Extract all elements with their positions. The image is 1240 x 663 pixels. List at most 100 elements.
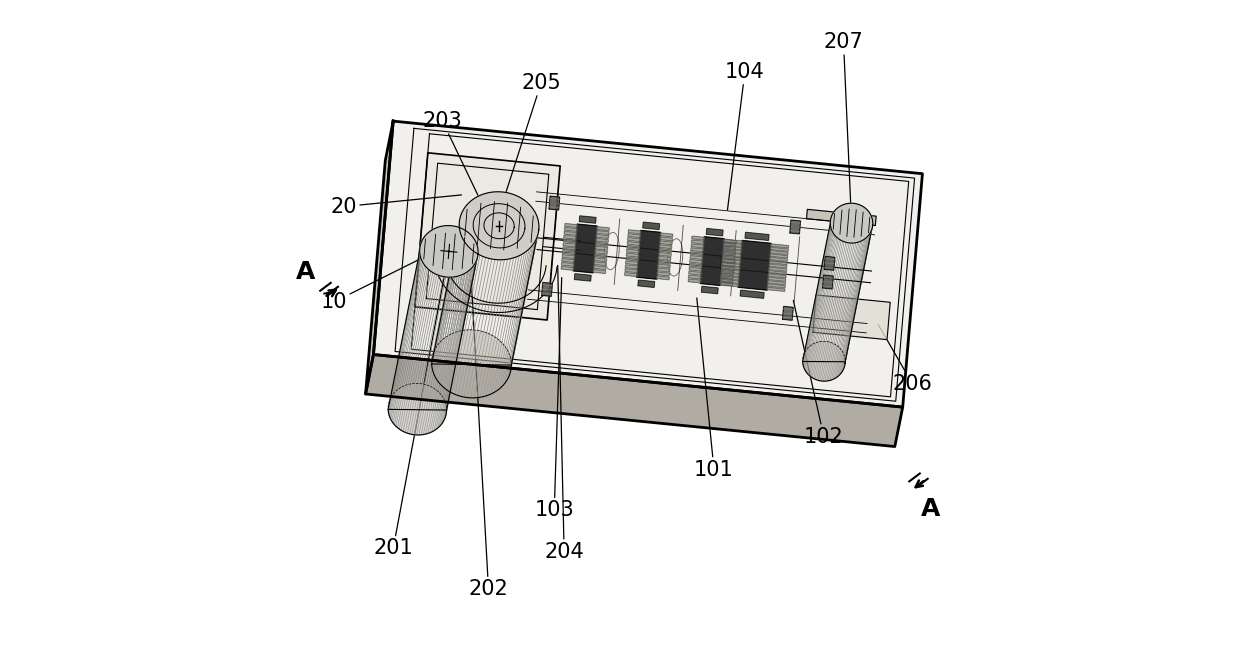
Polygon shape (723, 247, 735, 251)
Polygon shape (720, 274, 733, 278)
Polygon shape (770, 254, 787, 258)
Text: 101: 101 (694, 298, 734, 479)
Polygon shape (660, 237, 672, 241)
Polygon shape (831, 204, 873, 243)
Polygon shape (388, 383, 446, 435)
Polygon shape (724, 246, 742, 250)
Polygon shape (722, 263, 734, 267)
Polygon shape (660, 241, 672, 245)
Text: 102: 102 (794, 300, 843, 447)
Polygon shape (596, 231, 609, 235)
Polygon shape (771, 244, 789, 248)
Polygon shape (627, 237, 640, 241)
Polygon shape (769, 267, 786, 271)
Polygon shape (768, 277, 786, 281)
Polygon shape (768, 284, 785, 288)
Text: 207: 207 (823, 32, 863, 217)
Polygon shape (770, 251, 787, 255)
Polygon shape (595, 242, 608, 246)
Polygon shape (627, 234, 640, 237)
Polygon shape (658, 257, 671, 261)
Polygon shape (825, 257, 835, 271)
Text: 103: 103 (534, 278, 574, 520)
Polygon shape (707, 229, 723, 236)
Polygon shape (636, 231, 661, 279)
Polygon shape (802, 341, 846, 381)
Polygon shape (564, 235, 577, 239)
Polygon shape (596, 227, 609, 231)
Polygon shape (661, 233, 673, 237)
Polygon shape (740, 290, 764, 298)
Polygon shape (723, 249, 742, 253)
Polygon shape (745, 233, 769, 240)
Polygon shape (691, 252, 703, 256)
Polygon shape (723, 253, 740, 257)
Polygon shape (782, 306, 794, 320)
Polygon shape (738, 241, 771, 290)
Polygon shape (692, 240, 704, 244)
Polygon shape (627, 241, 640, 245)
Polygon shape (542, 282, 552, 296)
Polygon shape (720, 279, 739, 283)
Polygon shape (639, 280, 655, 287)
Polygon shape (770, 247, 789, 251)
Polygon shape (806, 210, 877, 225)
Polygon shape (702, 286, 718, 294)
Polygon shape (432, 330, 511, 398)
Polygon shape (595, 254, 606, 258)
Polygon shape (688, 279, 701, 283)
Polygon shape (723, 263, 740, 267)
Polygon shape (594, 269, 605, 273)
Polygon shape (594, 266, 606, 270)
Polygon shape (722, 267, 734, 271)
Polygon shape (562, 263, 574, 267)
Polygon shape (459, 192, 539, 260)
Polygon shape (689, 259, 702, 263)
Polygon shape (596, 239, 609, 242)
Text: 206: 206 (878, 324, 932, 394)
Text: 104: 104 (725, 62, 765, 210)
Polygon shape (595, 250, 608, 254)
Polygon shape (720, 282, 733, 286)
Polygon shape (573, 224, 598, 272)
Text: 204: 204 (544, 265, 584, 562)
Polygon shape (722, 269, 739, 273)
Text: A: A (920, 497, 940, 521)
Polygon shape (722, 271, 734, 274)
Polygon shape (625, 269, 637, 272)
Polygon shape (595, 246, 608, 250)
Polygon shape (642, 222, 660, 229)
Polygon shape (660, 245, 672, 249)
Polygon shape (701, 237, 724, 286)
Polygon shape (720, 282, 738, 286)
Polygon shape (689, 271, 701, 275)
Polygon shape (723, 259, 740, 263)
Polygon shape (658, 264, 670, 268)
Polygon shape (658, 261, 671, 264)
Polygon shape (689, 267, 702, 271)
Text: 203: 203 (423, 111, 496, 233)
Polygon shape (658, 253, 671, 257)
Polygon shape (563, 251, 575, 255)
Polygon shape (722, 272, 739, 276)
Polygon shape (564, 223, 577, 227)
Polygon shape (770, 257, 787, 261)
Polygon shape (564, 227, 577, 231)
Polygon shape (626, 257, 639, 261)
Polygon shape (594, 262, 606, 266)
Polygon shape (768, 280, 785, 284)
Polygon shape (724, 243, 737, 247)
Polygon shape (813, 295, 890, 339)
Polygon shape (722, 266, 740, 270)
Polygon shape (768, 287, 785, 291)
Polygon shape (723, 255, 735, 259)
Text: 20: 20 (331, 195, 461, 217)
Polygon shape (769, 274, 786, 278)
Polygon shape (720, 278, 733, 282)
Polygon shape (562, 255, 574, 259)
Polygon shape (724, 243, 742, 247)
Text: 205: 205 (502, 73, 560, 204)
Polygon shape (769, 271, 786, 274)
Polygon shape (627, 245, 640, 249)
Polygon shape (723, 256, 740, 260)
